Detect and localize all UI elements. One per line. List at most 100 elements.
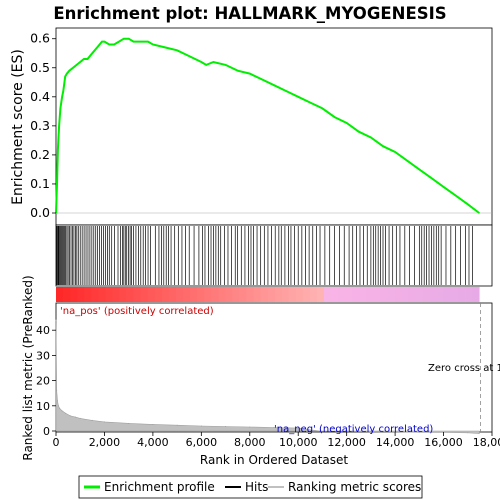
series-point-enrichment-profile [370,136,372,139]
x-axis-label: Rank in Ordered Dataset [200,453,348,467]
x-tick-label: 0 [53,436,60,449]
series-point-enrichment-profile [140,41,142,43]
series-point-ranking-metric [103,421,105,423]
colorbar-segment [338,287,346,302]
series-point-enrichment-profile [118,41,120,43]
colorbar-segment [472,287,480,302]
colorbar-segment [105,287,113,302]
series-point-enrichment-profile [394,151,396,153]
colorbar-segment [211,287,219,302]
colorbar-segment [281,287,290,302]
colorbar-segment [91,287,99,302]
series-point-enrichment-profile [123,38,125,40]
colorbar-segment [324,287,332,302]
colorbar-layer [56,287,480,302]
series-point-enrichment-profile [467,203,469,205]
series-point-enrichment-profile [56,183,58,185]
legend: Enrichment profile Hits Ranking metric sco… [84,480,421,494]
series-point-ranking-metric [74,416,76,418]
colorbar-segment [401,287,410,302]
colorbar-segment [161,287,170,302]
series-point-enrichment-profile [62,90,64,92]
metric-tick-label: 10 [36,400,50,413]
series-point-enrichment-profile [86,58,89,60]
series-line-enrichment-profile [55,37,480,214]
series-point-enrichment-profile [68,70,70,72]
series-point-enrichment-profile [103,41,106,43]
series-point-ranking-metric [478,433,480,435]
colorbar-segment [98,287,106,302]
colorbar-segment [380,287,388,302]
series-point-ranking-metric [59,407,61,409]
neg-annotation: 'na_neg' (negatively correlated) [274,424,433,435]
series-point-enrichment-profile [79,61,81,63]
series-point-ranking-metric [297,427,299,429]
x-tick-label: 18,000 [473,436,500,449]
series-point-enrichment-profile [72,67,74,69]
es-layer [55,37,492,214]
series-point-enrichment-profile [132,41,135,43]
colorbar-segment [77,287,85,302]
x-tick-label: 6,000 [186,436,218,449]
series-point-enrichment-profile [406,160,408,162]
colorbar-segment [366,287,374,302]
colorbar-segment [112,287,120,302]
series-point-ranking-metric [70,415,72,417]
metric-panel-frame [55,302,493,433]
series-point-ranking-metric [152,423,154,425]
series-point-ranking-metric [55,319,57,321]
es-panel-frame [55,27,493,226]
colorbar-segment [274,287,283,302]
legend-label: Hits [245,480,268,494]
hits-layer [56,226,473,285]
colorbar-segment [204,287,212,302]
colorbar-segment [345,287,353,302]
legend-box [78,475,423,499]
colorbar-segment [436,287,445,302]
x-tick-label: 8,000 [234,436,266,449]
series-point-enrichment-profile [113,43,115,46]
series-point-enrichment-profile [75,64,78,66]
series-point-enrichment-profile [382,145,384,147]
series-point-ranking-metric [225,425,227,427]
colorbar-segment [232,287,240,302]
series-point-enrichment-profile [108,43,110,46]
series-point-enrichment-profile [261,78,263,80]
x-tick-label: 10,000 [279,436,318,449]
colorbar-segment [197,287,205,302]
series-point-enrichment-profile [91,52,93,54]
series-point-enrichment-profile [212,61,215,63]
colorbar-segment [56,287,64,302]
colorbar-segment [316,287,325,302]
es-tick-label: 0.6 [30,31,50,46]
series-point-enrichment-profile [333,116,336,118]
series-point-enrichment-profile [96,46,98,49]
chart-title: Enrichment plot: HALLMARK_MYOGENESIS [53,4,446,23]
colorbar-segment [154,287,163,302]
es-y-axis-label: Enrichment score (ES) [10,49,26,205]
series-point-enrichment-profile [128,38,130,40]
series-point-enrichment-profile [101,41,103,43]
series-point-enrichment-profile [147,41,149,43]
series-point-enrichment-profile [297,96,299,98]
series-point-enrichment-profile [57,148,59,150]
series-point-ranking-metric [467,432,469,434]
series-point-ranking-metric [200,425,202,427]
legend-label: Ranking metric scores [288,480,421,494]
es-tick-label: 0.2 [30,147,50,162]
colorbar-segment [147,287,156,302]
series-point-ranking-metric [176,424,178,426]
colorbar-segment [267,287,276,302]
series-point-enrichment-profile [237,70,239,72]
metric-y-axis-label: Ranked list metric (PreRanked) [21,275,35,460]
colorbar-segment [190,287,198,302]
series-point-ranking-metric [65,412,67,414]
series-point-enrichment-profile [358,131,360,133]
series-point-ranking-metric [56,400,58,402]
colorbar-segment [119,287,127,302]
x-tick-label: 14,000 [376,436,415,449]
colorbar-segment [218,287,226,302]
zero-cross-annotation: Zero cross at 1 [428,363,500,374]
colorbar-segment [465,287,473,302]
colorbar-segment [415,287,424,302]
